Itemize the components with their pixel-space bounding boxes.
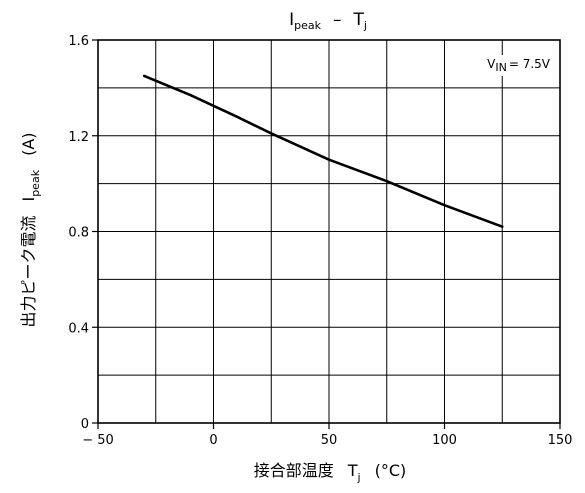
x-tick-label: 50 xyxy=(321,433,338,448)
x-tick-label: − 50 xyxy=(82,433,114,448)
x-tick-label: 150 xyxy=(548,433,573,448)
annotation-background xyxy=(483,55,555,76)
y-tick-label: 1.2 xyxy=(68,130,89,145)
series-line xyxy=(142,74,504,228)
x-tick-label: 0 xyxy=(209,433,217,448)
y-tick-label: 0.4 xyxy=(68,321,89,336)
chart-title: Ipeak – Tj xyxy=(289,10,367,32)
y-axis-label: 出力ピーク電流Ipeak(A) xyxy=(19,132,42,327)
series-group xyxy=(142,74,504,228)
y-axis-ticks: 0 0.4 0.8 1.2 1.6 xyxy=(68,34,98,432)
y-tick-label: 0 xyxy=(81,417,89,432)
y-tick-label: 0.8 xyxy=(68,226,89,241)
vin-annotation: VIN = 7.5V xyxy=(483,55,555,76)
x-axis-label: 接合部温度 Tj (°C) xyxy=(254,461,407,484)
annotation-text: VIN = 7.5V xyxy=(487,57,551,74)
grid-lines xyxy=(98,40,560,423)
x-axis-ticks: − 50 0 50 100 150 xyxy=(82,423,572,448)
x-tick-label: 100 xyxy=(432,433,457,448)
y-tick-label: 1.6 xyxy=(68,34,89,49)
